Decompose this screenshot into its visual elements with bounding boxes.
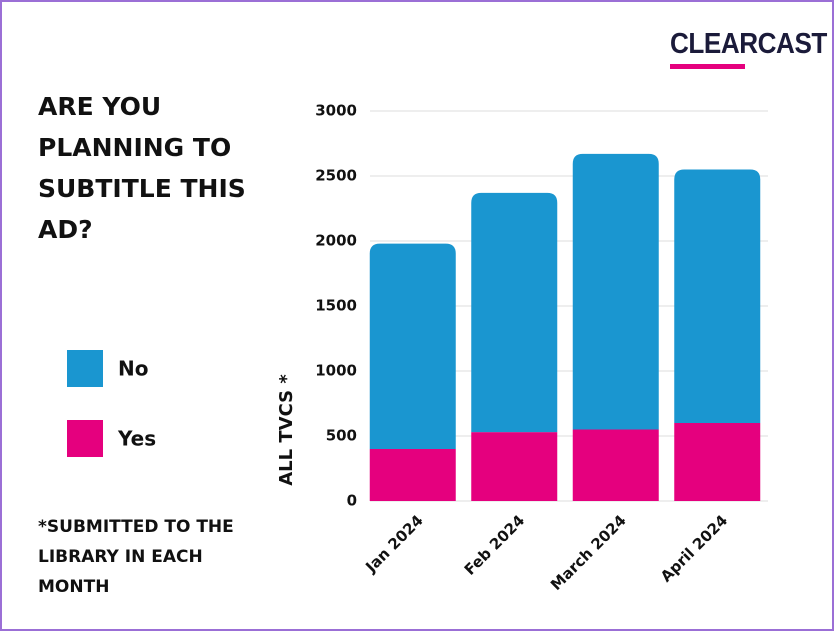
y-tick-label: 2500: [315, 167, 357, 185]
bar-segment: [471, 192, 558, 433]
x-tick-label: April 2024: [657, 511, 731, 585]
y-tick-label: 0: [347, 492, 357, 510]
y-tick-label: 1500: [315, 297, 357, 315]
bar-segment: [674, 423, 761, 501]
bar-segment: [572, 429, 659, 501]
y-tick-label: 3000: [315, 102, 357, 120]
bar-segment: [369, 243, 456, 449]
chart-title: ARE YOU PLANNING TO SUBTITLE THIS AD?: [38, 92, 246, 244]
brand-logo: CLEARCAST: [670, 28, 827, 60]
legend-swatch: [67, 350, 103, 387]
legend-label: No: [118, 357, 148, 381]
bar-segment: [471, 432, 558, 501]
footnote: *SUBMITTED TO THE LIBRARY IN EACH MONTH: [38, 517, 234, 597]
bar-segment: [674, 169, 761, 423]
x-tick-label: March 2024: [547, 511, 630, 594]
legend-swatch: [67, 420, 103, 457]
bar-segment: [572, 153, 659, 430]
legend-label: Yes: [117, 427, 156, 451]
y-tick-label: 500: [326, 427, 357, 445]
bar-segment: [369, 449, 456, 501]
y-axis-label: ALL TVCS *: [276, 374, 297, 486]
x-tick-label: Jan 2024: [361, 511, 426, 576]
y-tick-label: 1000: [315, 362, 357, 380]
y-tick-label: 2000: [315, 232, 357, 250]
brand-underline: [670, 64, 745, 69]
x-tick-label: Feb 2024: [461, 511, 529, 579]
